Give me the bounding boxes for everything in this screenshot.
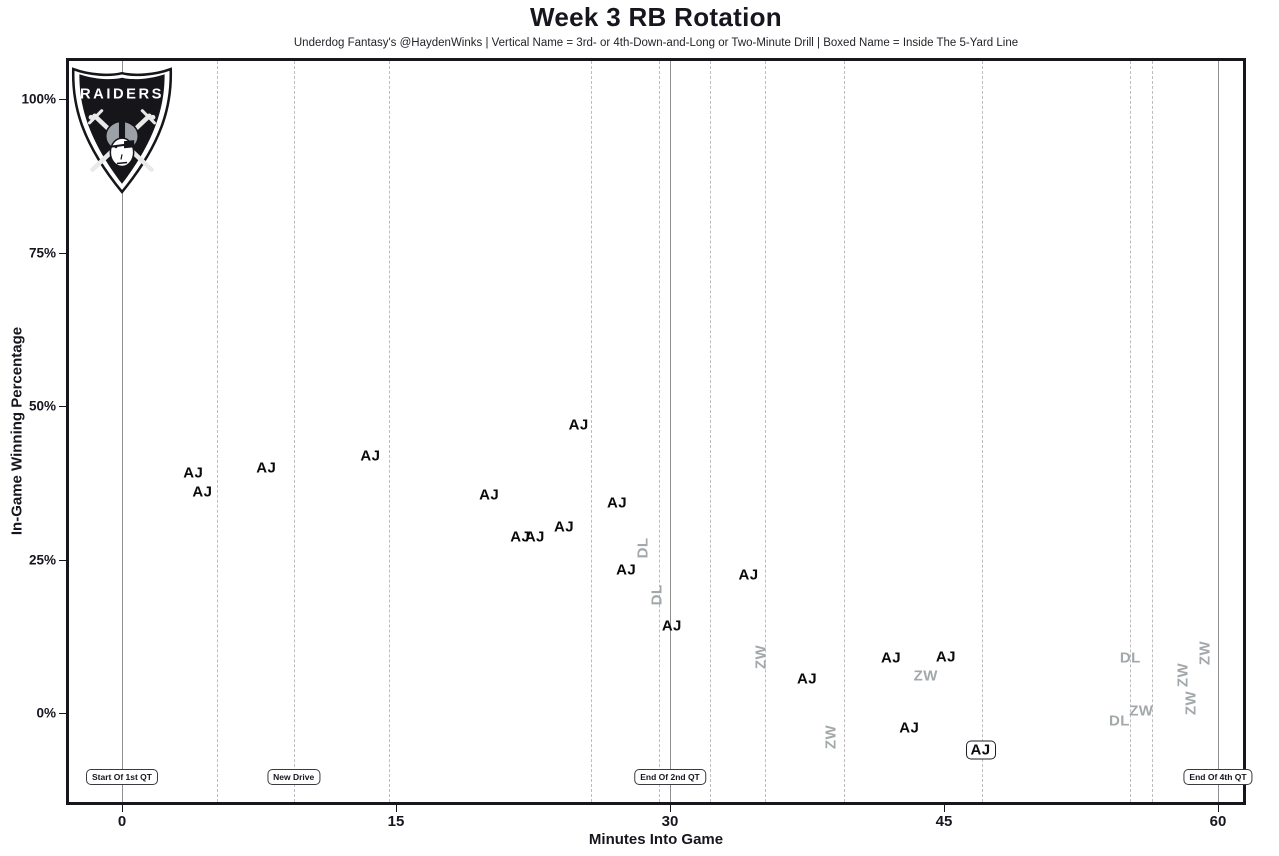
new-drive-line	[591, 61, 593, 802]
x-tick-label: 0	[117, 813, 127, 830]
player-point-aj: AJ	[935, 648, 956, 666]
event-label-box: End Of 4th QT	[1183, 769, 1253, 785]
raiders-wordmark: RAIDERS	[80, 87, 164, 103]
x-axis-title: Minutes Into Game	[588, 831, 724, 848]
player-point-zw: ZW	[822, 724, 840, 749]
player-point-aj: AJ	[899, 719, 920, 737]
player-point-dl: DL	[1108, 712, 1130, 730]
y-tick-mark	[59, 252, 66, 254]
y-tick-label: 100%	[21, 91, 56, 107]
quarter-line	[1218, 61, 1219, 802]
quarter-line	[670, 61, 671, 802]
quarter-line	[122, 61, 123, 802]
event-label-box: End Of 2nd QT	[634, 769, 706, 785]
x-tick-mark	[1218, 805, 1219, 812]
chart-subtitle: Underdog Fantasy's @HaydenWinks | Vertic…	[293, 37, 1019, 49]
y-tick-mark	[59, 406, 66, 407]
x-tick-mark	[944, 805, 945, 812]
new-drive-line	[293, 61, 295, 802]
player-point-zw: ZW	[752, 645, 770, 670]
y-axis-title: In-Game Winning Percentage	[8, 326, 26, 536]
plot-area	[66, 58, 1246, 805]
raiders-logo: RAIDERS	[71, 67, 173, 194]
new-drive-line	[659, 61, 661, 802]
y-tick-mark	[59, 713, 66, 714]
x-tick-mark	[396, 805, 397, 812]
event-label-box: Start Of 1st QT	[86, 769, 158, 785]
y-tick-mark	[59, 559, 66, 561]
player-point-aj: AJ	[183, 464, 204, 482]
x-tick-label: 30	[661, 813, 679, 830]
chart-title: Week 3 RB Rotation	[530, 2, 782, 32]
y-tick-label: 75%	[28, 245, 56, 260]
player-point-dl: DL	[1119, 649, 1141, 667]
x-tick-mark	[670, 805, 671, 812]
player-point-zw: ZW	[1129, 702, 1154, 720]
player-point-zw: ZW	[1182, 690, 1200, 715]
x-tick-mark	[122, 805, 123, 812]
event-label-box: New Drive	[267, 769, 321, 785]
player-point-zw: ZW	[1174, 662, 1192, 687]
y-tick-label: 0%	[36, 705, 56, 721]
new-drive-line	[982, 61, 984, 802]
player-point-zw: ZW	[1196, 640, 1214, 665]
new-drive-line	[710, 61, 712, 802]
x-tick-label: 45	[935, 813, 953, 830]
new-drive-line	[1152, 61, 1154, 802]
player-point-aj: AJ	[479, 486, 500, 504]
x-tick-label: 15	[387, 813, 405, 830]
new-drive-line	[216, 61, 218, 802]
player-point-aj: AJ	[965, 740, 996, 760]
x-tick-label: 60	[1209, 813, 1227, 830]
player-point-dl: DL	[634, 537, 652, 559]
player-point-aj: AJ	[881, 649, 902, 667]
player-point-aj: AJ	[797, 670, 817, 688]
player-point-zw: ZW	[913, 667, 938, 685]
player-point-aj: AJ	[360, 447, 381, 465]
player-point-aj: AJ	[192, 483, 213, 501]
y-tick-label: 25%	[28, 552, 56, 567]
new-drive-line	[764, 61, 766, 802]
player-point-aj: AJ	[568, 416, 589, 434]
new-drive-line	[843, 61, 845, 802]
player-point-aj: AJ	[256, 459, 277, 477]
player-point-aj: AJ	[607, 494, 628, 512]
raider-head-icon	[105, 120, 139, 168]
new-drive-line	[388, 61, 390, 802]
y-tick-mark	[59, 99, 66, 100]
player-point-aj: AJ	[661, 617, 682, 635]
new-drive-line	[1130, 61, 1132, 802]
player-point-aj: AJ	[738, 566, 759, 584]
player-point-aj: AJ	[524, 528, 545, 546]
player-point-aj: AJ	[616, 561, 637, 579]
player-point-aj: AJ	[554, 518, 575, 536]
y-tick-label: 50%	[28, 398, 56, 414]
player-point-aj: AJ	[510, 528, 531, 546]
player-point-dl: DL	[648, 584, 666, 606]
